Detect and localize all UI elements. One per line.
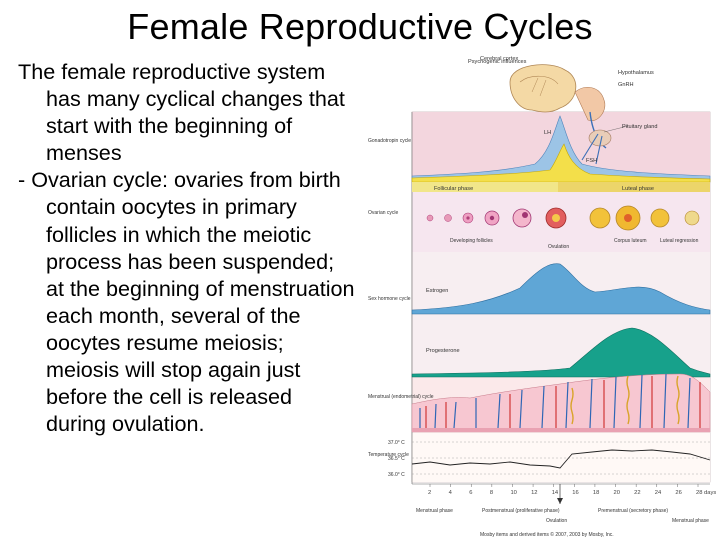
progesterone-label: Progesterone <box>426 348 460 354</box>
temp-365-label: 36.5° C <box>388 456 405 462</box>
day-tick-label: 2 <box>428 490 431 496</box>
day-tick-label: 20 <box>614 490 620 496</box>
sex-hormone-cycle-label: Sex hormone cycle <box>368 296 411 302</box>
day-tick-label: 24 <box>655 490 662 496</box>
temperature-cycle-label: Temperature cycle <box>368 452 409 458</box>
ovarian-cycle-label: Ovarian cycle <box>368 210 399 216</box>
ovulation-ovary-label: Ovulation <box>548 244 569 250</box>
temp-37-label: 37.0° C <box>388 440 405 446</box>
bullet-text: The female reproductive system has many … <box>18 58 358 437</box>
progesterone-curve <box>411 327 711 378</box>
postmenstrual-phase-label: Postmenstrual (proliferative phase) <box>482 508 560 514</box>
day-tick-label: 14 <box>552 490 559 496</box>
menstrual-phase-label-1: Menstrual phase <box>416 508 453 514</box>
temperature-curve <box>411 449 711 469</box>
luteal-regression-label: Luteal regression <box>660 238 699 244</box>
temp-36-label: 36.0° C <box>388 472 405 478</box>
cerebral-cortex-label: Cerebral cortex <box>480 56 518 62</box>
luteal-bar <box>558 182 710 192</box>
fsh-label: FSH <box>586 158 597 164</box>
slide-title: Female Reproductive Cycles <box>127 6 593 47</box>
day-axis: 2 4 6 8 10 12 14 16 18 20 22 24 26 28 days <box>428 484 716 496</box>
day-tick-label: 22 <box>634 490 640 496</box>
day-tick-label: 26 <box>675 490 681 496</box>
menstrual-phase-label-2: Menstrual phase <box>672 518 709 524</box>
day-tick-label: 4 <box>449 490 453 496</box>
day-tick-label: 16 <box>572 490 578 496</box>
gnrh-label: GnRH <box>618 82 634 88</box>
day-tick-label: 8 <box>490 490 493 496</box>
figure-credit: Mosby items and derived items © 2007, 20… <box>480 531 614 538</box>
paragraph-ovarian-cycle: - Ovarian cycle: ovaries from birth cont… <box>18 167 355 437</box>
day-tick-label: 28 days <box>696 490 716 496</box>
endometrium-illustration <box>411 373 711 433</box>
premenstrual-phase-label: Premenstrual (secretory phase) <box>598 508 668 514</box>
temperature-band <box>412 432 710 482</box>
psychogenic-label: Psychogenic influences <box>468 59 527 65</box>
day-tick-label: 12 <box>531 490 537 496</box>
day-tick-label: 10 <box>510 490 516 496</box>
follicular-phase-label: Follicular phase <box>434 186 473 192</box>
lh-label: LH <box>544 130 551 136</box>
menstrual-cycle-label: Menstrual (endometrial) cycle <box>368 394 434 400</box>
paragraph-intro: The female reproductive system has many … <box>18 59 345 166</box>
estrogen-label: Estrogen <box>426 288 448 294</box>
gonadotropin-curves <box>411 115 711 183</box>
day-tick-label: 6 <box>469 490 472 496</box>
ovulation-bottom-label: Ovulation <box>546 518 567 524</box>
brain-illustration <box>509 64 629 165</box>
follicular-bar <box>412 182 558 192</box>
reproductive-cycle-figure: Psychogenic influences Cerebral cortex H… <box>368 56 716 538</box>
follicle-illustrations <box>426 205 700 231</box>
pituitary-label: Pituitary gland <box>622 124 657 130</box>
estrogen-curve <box>411 263 711 315</box>
luteal-phase-label: Luteal phase <box>622 186 654 192</box>
developing-follicles-label: Developing follicles <box>450 238 493 244</box>
endometrium-base <box>412 428 710 432</box>
day-tick-label: 18 <box>593 490 599 496</box>
corpus-luteum-label: Corpus luteum <box>614 238 647 244</box>
hypothalamus-label: Hypothalamus <box>618 70 654 76</box>
gonadotropin-cycle-label: Gonadotropin cycle <box>368 138 411 144</box>
